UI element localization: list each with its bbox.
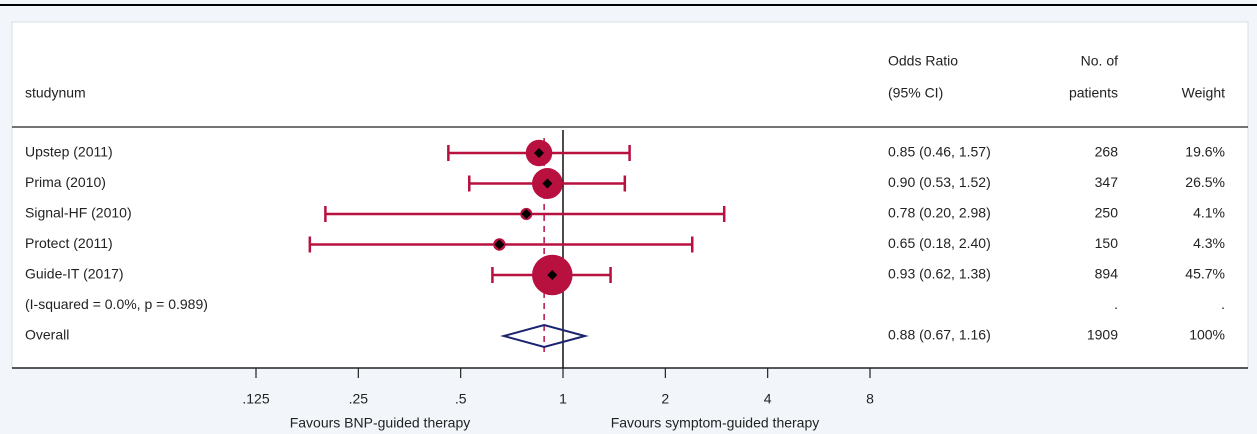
- weight: 26.5%: [1185, 174, 1225, 190]
- ci-text: 0.90 (0.53, 1.52): [888, 174, 991, 190]
- column-header: Weight: [1182, 85, 1225, 101]
- weight: .: [1221, 296, 1225, 312]
- point-estimate: [521, 209, 532, 219]
- column-header: patients: [1069, 85, 1118, 101]
- patients: 250: [1095, 205, 1119, 221]
- patients: .: [1114, 296, 1118, 312]
- weight: 45.7%: [1185, 266, 1225, 282]
- x-tick-label: 8: [866, 391, 874, 407]
- weight: 4.3%: [1193, 235, 1225, 251]
- column-header: No. of: [1081, 53, 1118, 69]
- ci-text: 0.65 (0.18, 2.40): [888, 235, 991, 251]
- column-header: studynum: [25, 85, 86, 101]
- study-label: Overall: [25, 327, 69, 343]
- ci-text: 0.85 (0.46, 1.57): [888, 144, 991, 160]
- overall-diamond: [500, 323, 589, 349]
- x-tick-label: .125: [242, 391, 269, 407]
- patients: 1909: [1087, 327, 1118, 343]
- weight: 19.6%: [1185, 144, 1225, 160]
- x-axis-label: Favours symptom-guided therapy: [611, 415, 820, 431]
- column-header: Odds Ratio: [888, 53, 958, 69]
- ci-text: 0.78 (0.20, 2.98): [888, 205, 991, 221]
- plot-panel: [11, 21, 1249, 369]
- point-estimate: [494, 239, 505, 250]
- weight: 100%: [1189, 327, 1225, 343]
- x-axis-label: Favours BNP-guided therapy: [290, 415, 471, 431]
- study-label: Prima (2010): [25, 174, 106, 190]
- x-tick-label: .25: [349, 391, 369, 407]
- point-estimate: [542, 178, 553, 189]
- study-label: Protect (2011): [25, 235, 113, 251]
- column-header: (95% CI): [888, 85, 943, 101]
- study-label: Signal-HF (2010): [25, 205, 132, 221]
- patients: 347: [1095, 174, 1119, 190]
- point-estimate: [547, 270, 558, 280]
- x-tick-label: 4: [764, 391, 772, 407]
- patients: 268: [1095, 144, 1119, 160]
- heterogeneity-label: (I-squared = 0.0%, p = 0.989): [25, 296, 208, 312]
- x-tick-label: 2: [661, 391, 669, 407]
- x-tick-label: .5: [455, 391, 467, 407]
- patients: 150: [1095, 235, 1119, 251]
- weight: 4.1%: [1193, 205, 1225, 221]
- study-label: Guide-IT (2017): [25, 266, 124, 282]
- study-label: Upstep (2011): [25, 144, 113, 160]
- patients: 894: [1095, 266, 1119, 282]
- x-tick-label: 1: [559, 391, 567, 407]
- point-estimate: [534, 148, 545, 158]
- ci-text: 0.88 (0.67, 1.16): [888, 327, 991, 343]
- ci-text: 0.93 (0.62, 1.38): [888, 266, 991, 282]
